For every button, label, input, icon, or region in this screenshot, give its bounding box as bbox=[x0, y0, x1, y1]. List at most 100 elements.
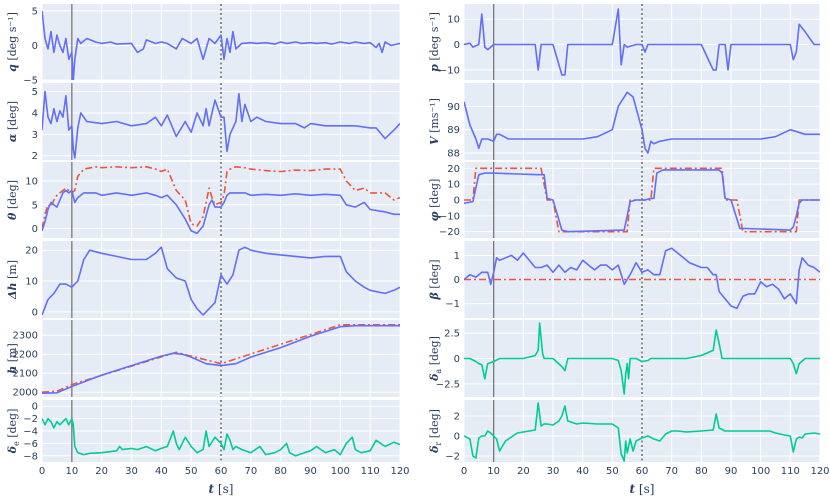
x-tick-label: 100 bbox=[331, 466, 350, 477]
series-measured bbox=[464, 247, 820, 310]
x-tick-label: 0 bbox=[461, 466, 467, 477]
y-tick-label: −10 bbox=[439, 65, 460, 76]
x-tick-label: 120 bbox=[810, 466, 829, 477]
x-tick-label: 30 bbox=[547, 466, 560, 477]
series-actuator bbox=[464, 322, 820, 395]
x-tick-label: 50 bbox=[185, 466, 198, 477]
panel-da: −2.5 0 2.5δa [deg] bbox=[428, 320, 821, 397]
series-reference bbox=[464, 167, 820, 233]
y-tick-label: 2.5 bbox=[444, 329, 460, 340]
x-tick-label: 30 bbox=[125, 466, 138, 477]
y-tick-label: 3 bbox=[32, 130, 38, 141]
x-tick-label: 10 bbox=[487, 466, 500, 477]
y-tick-label: 89 bbox=[447, 125, 460, 136]
x-tick-label: 50 bbox=[606, 466, 619, 477]
y-tick-label: −6 bbox=[23, 439, 38, 450]
series-actuator bbox=[464, 402, 820, 462]
x-tick-label: 110 bbox=[361, 466, 380, 477]
y-axis-label: δr [deg] bbox=[428, 409, 443, 454]
y-tick-label: 5 bbox=[32, 87, 38, 98]
panel-q: −5 0 5 q [deg s⁻¹] bbox=[6, 4, 401, 87]
y-axis-label: Δh [m] bbox=[6, 260, 19, 300]
y-axis-label: h [m] bbox=[6, 343, 19, 374]
series-reference bbox=[42, 323, 400, 393]
panel-V: 88 89 90 V [ms⁻¹] bbox=[428, 83, 821, 160]
y-axis-label: α [deg] bbox=[6, 101, 19, 142]
x-tick-label: 20 bbox=[95, 466, 108, 477]
y-tick-label: −5 bbox=[23, 76, 38, 87]
y-axis-label: θ [deg] bbox=[6, 180, 19, 220]
x-tick-label: 100 bbox=[751, 466, 770, 477]
x-tick-label: 110 bbox=[781, 466, 800, 477]
y-tick-label: 20 bbox=[447, 164, 460, 175]
x-tick-label: 70 bbox=[665, 466, 678, 477]
x-tick-label: 90 bbox=[304, 466, 317, 477]
y-tick-label: 0 bbox=[454, 40, 460, 51]
y-tick-label: −8 bbox=[23, 451, 38, 462]
y-tick-label: 10 bbox=[25, 177, 38, 188]
x-tick-label: 120 bbox=[390, 466, 409, 477]
y-tick-label: 20 bbox=[25, 246, 38, 257]
y-tick-label: 1 bbox=[454, 251, 460, 262]
y-tick-label: 0 bbox=[32, 41, 38, 52]
y-tick-label: −10 bbox=[439, 211, 460, 222]
y-tick-label: 0 bbox=[454, 432, 460, 443]
y-tick-label: 0 bbox=[454, 275, 460, 286]
y-axis-label: δa [deg] bbox=[428, 336, 443, 382]
panel-alpha: 2 3 4 5 α [deg] bbox=[6, 83, 401, 162]
y-tick-label: 2200 bbox=[13, 350, 38, 361]
series-measured bbox=[42, 246, 400, 316]
y-tick-label: 5 bbox=[32, 6, 38, 17]
panel-dh: 0 10 20 Δh [m] bbox=[6, 241, 401, 318]
y-axis-label: V [ms⁻¹] bbox=[428, 98, 441, 145]
x-tick-label: 70 bbox=[244, 466, 257, 477]
y-tick-label: 90 bbox=[447, 102, 460, 113]
y-tick-label: 2 bbox=[454, 412, 460, 423]
series-measured bbox=[42, 10, 400, 80]
y-tick-label: −2 bbox=[445, 452, 460, 463]
y-tick-label: 4 bbox=[32, 108, 38, 119]
y-axis-label: φ [deg] bbox=[428, 179, 441, 222]
series-measured bbox=[464, 8, 820, 76]
panel-theta: 0 5 10 θ [deg] bbox=[6, 162, 401, 238]
y-tick-label: 0 bbox=[32, 402, 38, 413]
y-tick-label: 10 bbox=[447, 15, 460, 26]
series-measured bbox=[42, 189, 400, 235]
x-tick-label: 10 bbox=[65, 466, 78, 477]
y-tick-label: −4 bbox=[23, 427, 38, 438]
x-axis-label: t [s] bbox=[209, 482, 234, 496]
x-tick-label: 0 bbox=[39, 466, 45, 477]
y-axis-label: q [deg s⁻¹] bbox=[6, 12, 19, 72]
y-tick-label: 0 bbox=[32, 307, 38, 318]
y-tick-label: 2 bbox=[32, 151, 38, 162]
series-actuator bbox=[42, 417, 400, 457]
y-tick-label: 0 bbox=[454, 354, 460, 365]
panel-phi: −20 −10 0 10 20 φ [deg] bbox=[428, 162, 821, 238]
y-axis-label: p [deg s⁻¹] bbox=[428, 12, 441, 72]
y-axis-label: β [deg] bbox=[428, 260, 441, 301]
y-tick-label: 2000 bbox=[13, 388, 38, 399]
y-tick-label: 5 bbox=[32, 200, 38, 211]
x-tick-label: 40 bbox=[155, 466, 168, 477]
y-tick-label: −2 bbox=[23, 414, 38, 425]
x-tick-label: 60 bbox=[215, 466, 228, 477]
y-tick-label: 88 bbox=[447, 149, 460, 160]
y-tick-label: −20 bbox=[439, 227, 460, 238]
series-measured bbox=[42, 90, 400, 159]
y-axis-label: δe [deg] bbox=[6, 409, 21, 455]
y-tick-label: 0 bbox=[32, 224, 38, 235]
series-measured bbox=[464, 169, 820, 233]
panel-p: −10 0 10 p [deg s⁻¹] bbox=[428, 4, 821, 80]
series-measured bbox=[42, 324, 400, 394]
y-tick-label: 10 bbox=[25, 277, 38, 288]
y-tick-label: −2.5 bbox=[436, 379, 460, 390]
y-tick-label: 0 bbox=[454, 196, 460, 207]
x-axis-label: t [s] bbox=[630, 482, 655, 496]
x-tick-label: 60 bbox=[636, 466, 649, 477]
y-tick-label: 2100 bbox=[13, 369, 38, 380]
panel-beta: −1 0 1 β [deg] bbox=[428, 241, 821, 318]
